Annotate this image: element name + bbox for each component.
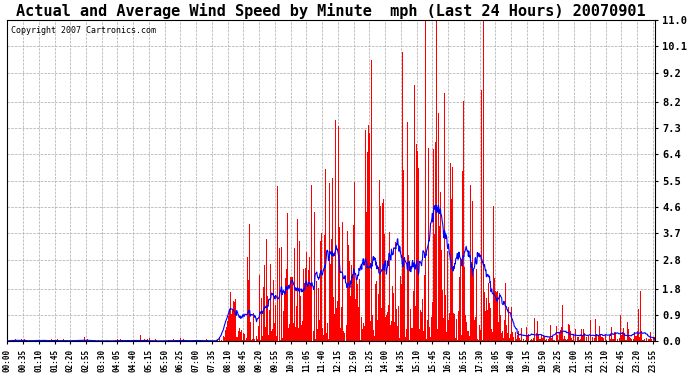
Title: Actual and Average Wind Speed by Minute  mph (Last 24 Hours) 20070901: Actual and Average Wind Speed by Minute … (16, 3, 646, 19)
Text: Copyright 2007 Cartronics.com: Copyright 2007 Cartronics.com (10, 26, 155, 35)
